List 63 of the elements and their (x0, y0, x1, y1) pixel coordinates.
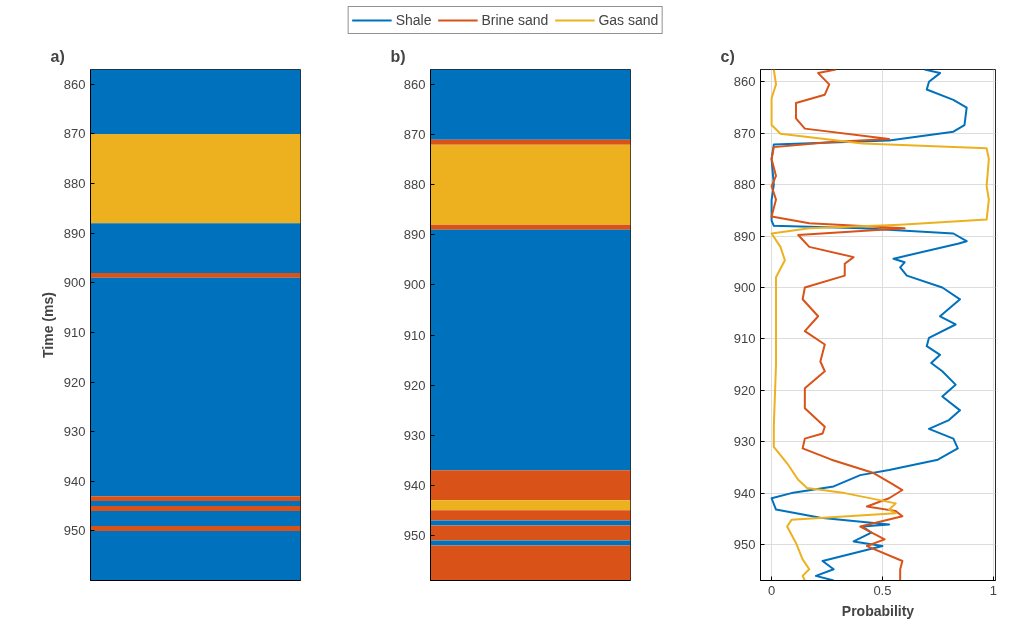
y-tick-label: 890 (733, 228, 756, 244)
bar (90, 223, 301, 273)
y-tick-label: 910 (403, 327, 426, 343)
x-tick-label: 0.5 (873, 582, 892, 598)
chart-title: a) (50, 47, 65, 65)
y-tick-label: 900 (63, 275, 86, 291)
y-tick-label: 940 (733, 485, 756, 501)
y-tick-label: 880 (403, 177, 426, 193)
bar (430, 69, 631, 140)
bar (430, 229, 631, 471)
x-tick-label: 0 (767, 582, 776, 598)
y-tick-label: 870 (733, 125, 756, 141)
y-tick-label: 860 (403, 77, 426, 93)
y-tick-label: 910 (63, 324, 86, 340)
y-tick-label: 880 (733, 177, 756, 193)
y-tick-label: 880 (63, 176, 86, 192)
y-tick-label: 950 (63, 523, 86, 539)
y-tick-label: 930 (63, 424, 86, 440)
y-tick-label: 900 (403, 277, 426, 293)
y-tick-label: 870 (403, 127, 426, 143)
y-tick-label: 950 (403, 527, 426, 543)
y-tick-label: 930 (403, 427, 426, 443)
bar (430, 139, 631, 145)
y-tick-label: 860 (63, 76, 86, 92)
bar (430, 500, 631, 511)
y-tick-label: 930 (733, 434, 756, 450)
legend-label: Gas sand (598, 12, 659, 28)
legend-label: Brine sand (481, 12, 549, 28)
bar (90, 506, 301, 512)
legend-label: Shale (395, 12, 432, 28)
line-series (770, 69, 906, 581)
bar (430, 224, 631, 230)
y-tick-label: 920 (733, 382, 756, 398)
y-tick-label: 900 (733, 279, 756, 295)
y-tick-label: 910 (733, 331, 756, 347)
bar (430, 144, 631, 225)
bar (430, 520, 631, 526)
y-tick-label: 940 (63, 473, 86, 489)
y-tick-label: 860 (733, 74, 756, 90)
y-tick-label: 870 (63, 126, 86, 142)
bar (90, 134, 301, 224)
bar (90, 272, 301, 278)
bar (90, 496, 301, 502)
y-tick-label: 920 (403, 377, 426, 393)
y-axis-title: Time (ms) (39, 292, 56, 358)
bar (90, 525, 301, 531)
bar (90, 511, 301, 526)
y-tick-label: 920 (63, 374, 86, 390)
x-axis-title: Probability (841, 602, 915, 619)
bar (90, 69, 301, 134)
x-tick-label: 1 (989, 582, 997, 598)
chart-title: c) (720, 47, 735, 65)
y-tick-label: 890 (403, 227, 426, 243)
bar (90, 277, 301, 497)
bar (430, 525, 631, 541)
bar (430, 510, 631, 521)
bar (90, 501, 301, 507)
y-tick-label: 940 (403, 477, 426, 493)
bar (430, 540, 631, 546)
y-tick-label: 950 (733, 537, 756, 553)
bar (430, 470, 631, 501)
chart-title: b) (390, 47, 406, 65)
y-tick-label: 890 (63, 225, 86, 241)
